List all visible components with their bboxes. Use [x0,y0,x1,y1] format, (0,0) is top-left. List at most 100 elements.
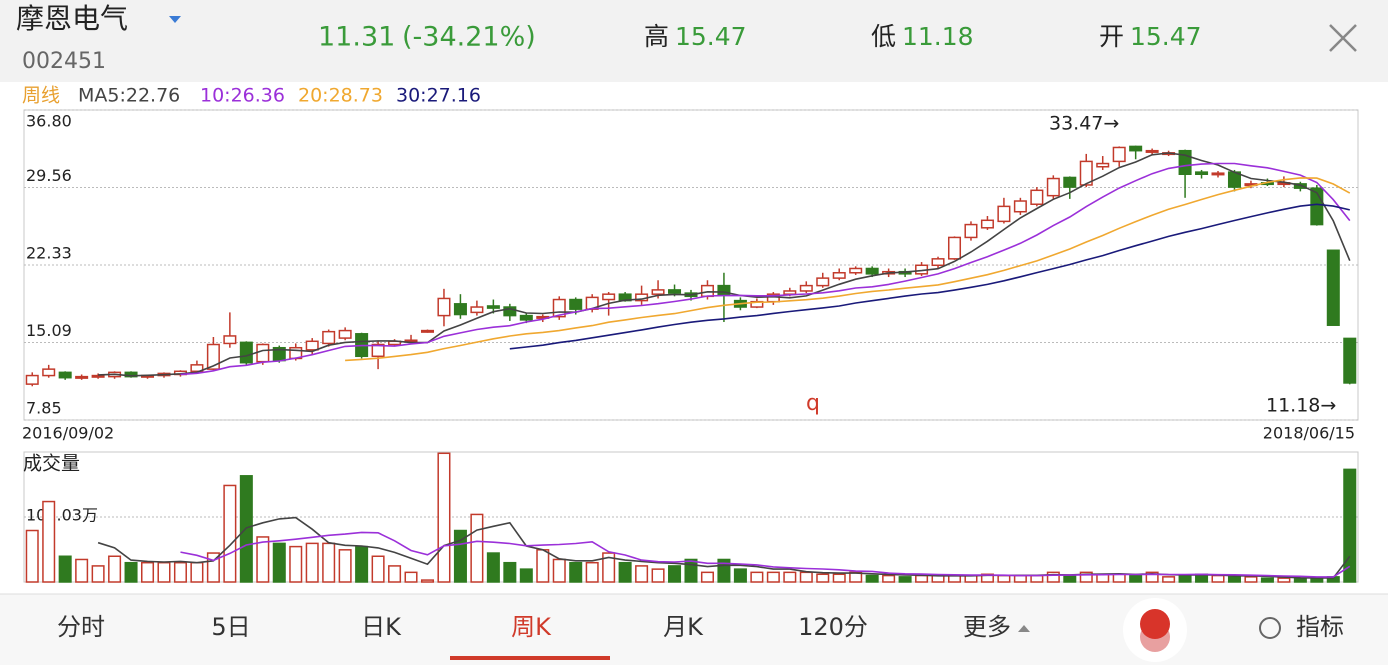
candle-body [420,329,435,333]
y-tick-label: 36.80 [26,112,72,131]
volume-bar [322,542,336,583]
candle-body [338,329,352,339]
stat-value: 11.18 [902,22,974,51]
candle-body [486,305,500,309]
candle-body [602,293,616,301]
candle-body [997,205,1011,223]
ma-line [509,203,1350,350]
tab[interactable]: 日K [361,613,402,641]
candle-body [1343,337,1357,384]
candle-body [1046,177,1060,197]
volume-bar [1145,571,1159,583]
candle-body [1112,146,1126,163]
candle-body [42,368,56,377]
tab[interactable]: 分时 [57,613,105,641]
volume-bar [206,552,220,583]
candle-body [239,341,253,364]
candle-body [552,298,566,318]
volume-bar [536,549,550,583]
active-underline [450,656,610,660]
candle-body [91,374,105,378]
tab[interactable]: 更多 [963,613,1011,641]
volume-bar [1046,571,1060,583]
more-icon[interactable] [1018,625,1030,632]
volume-bar [684,558,698,583]
volume-bar [1079,571,1093,583]
candle-body [1178,149,1192,175]
dropdown-icon[interactable] [169,16,181,23]
volume-bar [651,568,665,583]
tab[interactable]: 120分 [798,613,868,641]
volume-bar [58,555,72,583]
candle-body [305,340,319,351]
volume-bar [980,573,994,583]
volume-title: 成交量 [23,453,80,475]
volume-bar [42,500,56,583]
period-label: 周线 [22,85,60,107]
y-tick-label: 22.33 [26,243,72,262]
candle-body [964,223,978,239]
candle-body [651,289,665,295]
candle-body [717,284,731,297]
tab[interactable]: 5日 [211,613,250,641]
candle-body [1013,200,1027,213]
volume-bar [766,571,780,583]
volume-bar [503,561,517,583]
low-label: 11.18→ [1266,395,1336,417]
candle-body [668,289,682,294]
candle-body [190,364,204,373]
candle-body [1096,162,1110,168]
volume-bar [865,574,879,583]
volume-bar [1277,577,1291,583]
tab[interactable]: 月K [663,613,704,641]
candle-body [1079,160,1093,186]
volume-bar [799,571,813,583]
candle-body [58,371,72,379]
volume-bar [1244,576,1258,583]
v-tick-label: 101.03万 [26,505,98,524]
candle-body [437,297,451,317]
stat-label: 高 [644,22,669,51]
volume-bar [371,555,385,583]
volume-bar [1343,468,1357,583]
volume-bar [75,558,89,583]
tab[interactable]: 周K [511,613,552,641]
volume-ma-line [180,531,1351,578]
volume-bar [355,545,369,583]
y-tick-label: 29.56 [26,166,72,185]
candle-body [1063,176,1077,188]
y-tick-label: 7.85 [26,399,62,418]
candle-body [931,258,945,267]
close-button[interactable] [1329,24,1357,52]
volume-bar [420,579,435,583]
volume-bar [997,574,1011,583]
indicator-tab[interactable]: 指标 [1296,613,1344,641]
volume-bar [635,565,649,583]
volume-bar [898,576,912,583]
volume-bar [882,574,896,583]
candle-body [849,267,863,274]
volume-bar [437,452,451,583]
candle-body [453,303,467,316]
candle-body [322,330,336,345]
ma-line [345,177,1351,362]
volume-bar [816,573,830,583]
volume-bar [602,552,616,583]
ma-legend: MA5:22.76 [78,85,180,107]
stock-name[interactable]: 摩恩电气 [16,2,128,35]
ma-line [180,162,1351,376]
volume-bar [668,565,682,583]
candle-body [519,314,533,321]
volume-bar [1013,574,1027,583]
indicator-icon[interactable] [1259,617,1281,639]
volume-bar [141,561,155,583]
volume-bar [173,561,187,583]
volume-bar [717,558,731,583]
price: 11.31 [318,22,395,53]
volume-bar [915,574,929,583]
candle-body [1030,189,1044,205]
volume-bar [91,565,105,583]
volume-bar [832,573,846,583]
volume-bar [453,529,467,583]
